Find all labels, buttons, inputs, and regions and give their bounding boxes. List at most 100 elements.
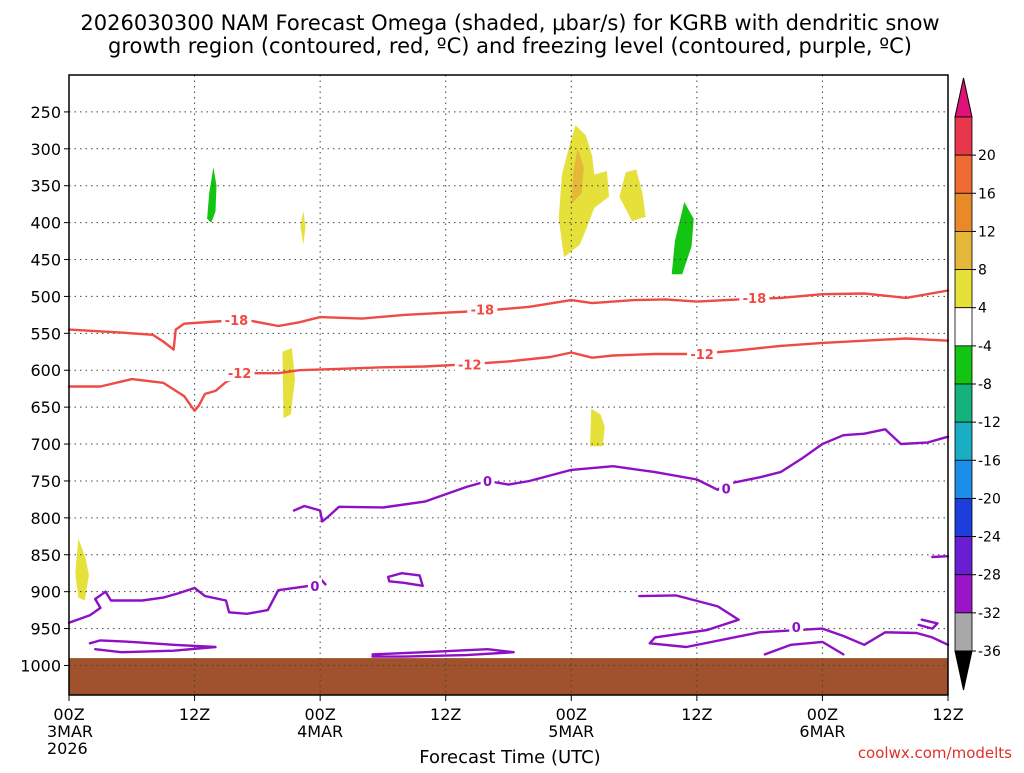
contour-minus-12-label-2: -12 [690,348,714,363]
omega-plus-5-f [590,408,605,447]
y-tick-label-9: 700 [30,435,61,454]
y-tick-label-6: 550 [30,324,61,343]
contour-minus-18-label-1: -18 [471,304,495,319]
omega-plus-9-d [571,148,584,205]
contour-minus-18-label-bg-0 [221,312,252,329]
contour-freezing-east-3 [917,618,939,630]
y-axis: 250 300 350 400 450 500 550 600 650 700 750 800 850 9… [20,103,69,675]
colorbar-swatch-7 [954,383,973,423]
colorbar-label-10: -24 [978,530,1001,546]
contour-freezing-east [638,594,950,649]
colorbar-swatch-10 [954,498,973,537]
omega-plus-5-e [619,169,646,222]
x-tick-label-5: 12Z [681,705,712,724]
x-tick-label-2: 00Z [304,705,335,724]
y-tick-label-3: 400 [30,214,61,233]
contour-freezing-low-label-0: 0 [310,580,319,595]
x-tick-label-6: 00Z [807,705,838,724]
omega-minus-6-a [207,167,217,223]
omega-shading-layer [75,125,694,601]
omega-plus-5-a [300,211,306,245]
colorbar-label-3: 8 [978,263,987,279]
y-tick-label-7: 600 [30,361,61,380]
colorbar-label-9: -20 [978,491,1001,507]
contour-freezing-loop [387,572,424,587]
colorbar-swatch-6 [954,345,973,385]
colorbar-swatch-1 [954,154,973,194]
y-tick-label-13: 900 [30,583,61,602]
contour-freezing-main-label-bg-1 [719,480,734,497]
grid-layer [69,75,948,695]
y-tick-label-0: 250 [30,103,61,122]
colorbar-swatch-13 [954,612,973,652]
colorbar-top-arrow [954,77,973,118]
contour-minus-12-label-bg-0 [224,365,255,382]
contour-minus-18 [67,289,950,351]
colorbar: 20 16 12 8 4 -4 -8 -12 -16 -20 -24 -28 -32 -36 [954,77,1001,691]
contour-layer: -18 -18 -18 -12 -12 -12 0 0 0 0 [67,289,950,658]
x-tick-date-6: 6MAR [799,722,845,741]
y-tick-label-4: 450 [30,251,61,270]
contour-freezing-east-4 [931,555,950,559]
contour-minus-12-label-1: -12 [458,358,482,373]
colorbar-swatch-12 [954,574,973,614]
x-tick-year-0: 2026 [47,739,88,758]
x-tick-date-4: 5MAR [548,722,594,741]
contour-freezing-main-label-1: 0 [722,482,731,497]
plot-frame [68,74,949,696]
x-tick-label-3: 12Z [430,705,461,724]
colorbar-bottom-arrow [954,650,973,691]
omega-plus-5-c [75,538,89,601]
contour-minus-18-label-bg-1 [467,301,498,318]
colorbar-swatch-5 [954,307,973,347]
y-tick-label-8: 650 [30,398,61,417]
colorbar-label-12: -32 [978,606,1001,622]
x-axis-label: Forecast Time (UTC) [419,747,600,768]
contour-freezing-main-label-bg-0 [480,472,495,489]
contour-minus-12 [67,337,950,412]
contour-minus-18-label-0: -18 [225,314,249,329]
y-tick-label-12: 850 [30,546,61,565]
chart-title-line1: 2026030300 NAM Forecast Omega (shaded, μ… [80,11,939,35]
colorbar-label-8: -16 [978,453,1001,469]
contour-minus-18-label-bg-2 [739,289,770,306]
contour-freezing-east-2 [763,640,845,656]
chart-title-line2: growth region (contoured, red, ºC) and f… [108,34,912,58]
omega-plus-5-d [558,125,609,258]
y-tick-label-2: 350 [30,177,61,196]
y-tick-label-11: 800 [30,509,61,528]
omega-plus-5-b [282,348,295,419]
colorbar-label-2: 12 [978,224,996,240]
colorbar-swatch-3 [954,231,973,270]
colorbar-label-11: -28 [978,568,1001,584]
colorbar-label-5: -4 [978,339,992,355]
x-tick-date-0: 3MAR [47,722,93,741]
contour-freezing-bottom-2 [371,648,515,658]
contour-freezing-low-label-bg-0 [307,577,322,594]
contour-minus-12-label-bg-2 [687,346,718,362]
credit-text: coolwx.com/modelts [858,744,1012,762]
colorbar-label-7: -12 [978,415,1001,431]
contour-freezing-east-label-0: 0 [792,621,801,636]
contour-freezing-bottom [88,639,217,654]
contour-minus-12-label-0: -12 [228,367,252,382]
colorbar-swatch-8 [954,421,973,461]
colorbar-swatch-4 [954,269,973,309]
y-tick-label-14: 950 [30,620,61,639]
colorbar-swatch-9 [954,459,973,499]
colorbar-swatch-11 [954,536,973,576]
y-tick-label-1: 300 [30,140,61,159]
y-tick-label-15: 1000 [20,656,61,675]
colorbar-swatch-0 [954,116,973,156]
colorbar-label-4: 4 [978,301,987,317]
contour-freezing-low [67,577,327,624]
contour-minus-18-label-2: -18 [743,292,767,307]
contour-freezing-east-label-bg-0 [789,619,804,636]
x-tick-label-0: 00Z [53,705,84,724]
x-tick-label-4: 00Z [556,705,587,724]
contour-freezing-main-label-0: 0 [483,475,492,490]
y-tick-label-10: 750 [30,472,61,491]
terrain-band [69,658,948,695]
